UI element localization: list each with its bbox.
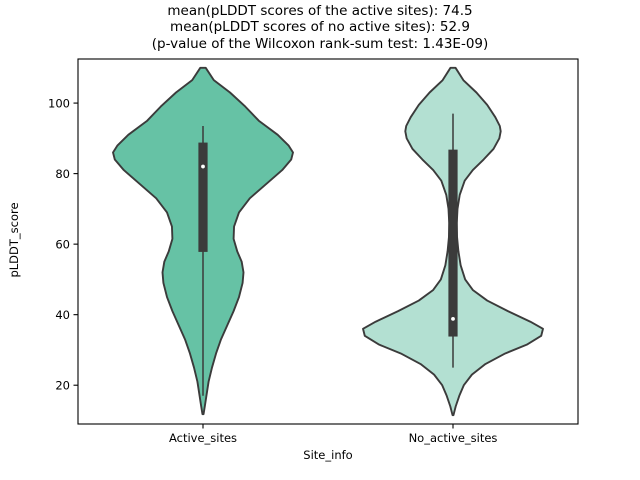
median-marker-no-active-sites — [451, 317, 455, 321]
y-tick-label: 80 — [55, 167, 70, 181]
y-tick-label: 100 — [48, 96, 70, 110]
iqr-box-active-sites — [198, 142, 208, 252]
title-line-mean-no-active: mean(pLDDT scores of no active sites): 5… — [170, 19, 470, 36]
x-tick-label: Active_sites — [169, 431, 237, 445]
title-line-pvalue: (p-value of the Wilcoxon rank-sum test: … — [151, 35, 489, 52]
y-tick-label: 20 — [55, 378, 70, 392]
x-tick-label: No_active_sites — [409, 431, 498, 445]
y-tick-label: 60 — [55, 237, 70, 251]
median-marker-active-sites — [201, 164, 205, 169]
chart-title: mean(pLDDT scores of the active sites): … — [0, 3, 640, 52]
title-line-mean-active: mean(pLDDT scores of the active sites): … — [167, 3, 473, 19]
y-tick-label: 40 — [55, 308, 70, 322]
iqr-box-no-active-sites — [448, 149, 458, 337]
x-axis-label: Site_info — [303, 448, 353, 462]
plot-frame — [77, 58, 579, 425]
